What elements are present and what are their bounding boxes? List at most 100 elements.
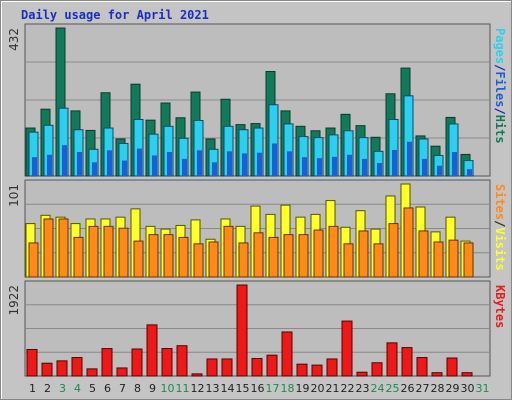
sites-bar-day-11	[178, 236, 189, 278]
sites-bar-day-5	[88, 225, 99, 278]
day-label-16: 16	[251, 382, 265, 395]
kbytes-bar-day-12	[191, 373, 203, 377]
sites-bar-day-19	[298, 234, 309, 278]
pages-bar-day-24	[377, 162, 382, 176]
sites-bar-day-4	[73, 236, 84, 278]
kbytes-bar-day-2	[41, 362, 53, 377]
sites-bar-day-27	[418, 230, 429, 278]
kbytes-bar-day-27	[416, 357, 428, 377]
pages-bar-day-22	[347, 154, 352, 176]
hits-legend-pages: Pages	[493, 28, 507, 64]
visits-legend-label: Sites/Visits	[493, 184, 507, 271]
kbytes-bar-day-20	[311, 364, 323, 377]
pages-bar-day-11	[182, 158, 187, 176]
day-label-23: 23	[356, 382, 370, 395]
kbytes-bar-day-6	[101, 348, 113, 377]
pages-bar-day-28	[437, 165, 442, 176]
day-label-25: 25	[386, 382, 400, 395]
kbytes-bar-day-8	[131, 348, 143, 377]
sites-bar-day-2	[43, 218, 54, 278]
kbytes-bar-day-11	[176, 345, 188, 377]
pages-bar-day-21	[332, 156, 337, 176]
day-label-13: 13	[206, 382, 220, 395]
sites-bar-day-12	[193, 243, 204, 278]
sites-bar-day-15	[238, 242, 249, 278]
day-label-4: 4	[74, 382, 81, 395]
sites-bar-day-6	[103, 225, 114, 278]
kbytes-bar-day-16	[251, 357, 263, 377]
day-label-19: 19	[296, 382, 310, 395]
kbytes-bar-day-1	[26, 348, 38, 377]
sites-bar-day-7	[118, 227, 129, 278]
pages-bar-day-7	[122, 160, 127, 176]
pages-bar-day-18	[287, 151, 292, 176]
kbytes-bar-day-19	[296, 363, 308, 377]
sites-bar-day-24	[373, 243, 384, 278]
pages-bar-day-12	[197, 150, 202, 176]
pages-bar-day-6	[107, 150, 112, 176]
kbytes-bar-day-3	[56, 360, 68, 377]
kbytes-bar-day-23	[356, 371, 368, 377]
day-label-29: 29	[446, 382, 460, 395]
visits-legend-sites: Sites	[493, 184, 507, 220]
day-label-7: 7	[119, 382, 126, 395]
hits-legend-slash: /	[493, 64, 507, 71]
day-label-5: 5	[89, 382, 96, 395]
day-label-30: 30	[461, 382, 475, 395]
day-label-22: 22	[341, 382, 355, 395]
sites-bar-day-18	[283, 234, 294, 278]
visits-legend-visits: Visits	[493, 227, 507, 270]
sites-bar-day-29	[448, 239, 459, 278]
chart-title: Daily usage for April 2021	[21, 8, 209, 22]
sites-bar-day-13	[208, 241, 219, 278]
hits-legend-label: Pages/Files/Hits	[493, 28, 507, 144]
kbytes-legend-label: KBytes	[493, 285, 507, 328]
kbytes-bar-day-26	[401, 347, 413, 377]
kbytes-bar-day-7	[116, 367, 128, 377]
pages-bar-day-26	[407, 141, 412, 176]
visits-legend-slash: /	[493, 220, 507, 227]
day-label-20: 20	[311, 382, 325, 395]
pages-bar-day-23	[362, 158, 367, 176]
sites-bar-day-9	[148, 234, 159, 278]
hits-legend-slash: /	[493, 107, 507, 114]
hits-legend-files: Files	[493, 71, 507, 107]
day-label-2: 2	[44, 382, 51, 395]
day-label-27: 27	[416, 382, 430, 395]
kbytes-bar-day-22	[341, 320, 353, 377]
day-label-9: 9	[149, 382, 156, 395]
pages-bar-day-4	[77, 152, 82, 176]
day-label-31: 31	[476, 382, 490, 395]
pages-bar-day-13	[212, 162, 217, 176]
pages-bar-day-8	[137, 148, 142, 176]
kbytes-max-label: 1922	[7, 285, 21, 316]
kbytes-bar-day-18	[281, 331, 293, 377]
sites-bar-day-8	[133, 240, 144, 278]
day-label-18: 18	[281, 382, 295, 395]
sites-bar-day-20	[313, 229, 324, 278]
pages-bar-day-14	[227, 151, 232, 176]
pages-bar-day-20	[317, 158, 322, 176]
kbytes-legend-kbytes: KBytes	[493, 285, 507, 328]
sites-bar-day-28	[433, 241, 444, 278]
kbytes-bar-day-10	[161, 348, 173, 377]
day-label-11: 11	[176, 382, 190, 395]
sites-bar-day-21	[328, 225, 339, 278]
sites-bar-day-23	[358, 230, 369, 278]
kbytes-bar-day-17	[266, 354, 278, 377]
kbytes-bar-day-4	[71, 357, 83, 377]
pages-bar-day-2	[47, 154, 52, 176]
pages-bar-day-27	[422, 158, 427, 176]
kbytes-bar-day-29	[446, 357, 458, 377]
day-label-12: 12	[191, 382, 205, 395]
day-label-15: 15	[236, 382, 250, 395]
day-label-21: 21	[326, 382, 340, 395]
kbytes-bar-day-5	[86, 368, 98, 377]
hits-legend-hits: Hits	[493, 115, 507, 144]
sites-bar-day-22	[343, 243, 354, 278]
sites-bar-day-14	[223, 225, 234, 278]
day-label-10: 10	[161, 382, 175, 395]
kbytes-bar-day-9	[146, 324, 158, 377]
kbytes-bar-day-21	[326, 358, 338, 377]
day-label-6: 6	[104, 382, 111, 395]
